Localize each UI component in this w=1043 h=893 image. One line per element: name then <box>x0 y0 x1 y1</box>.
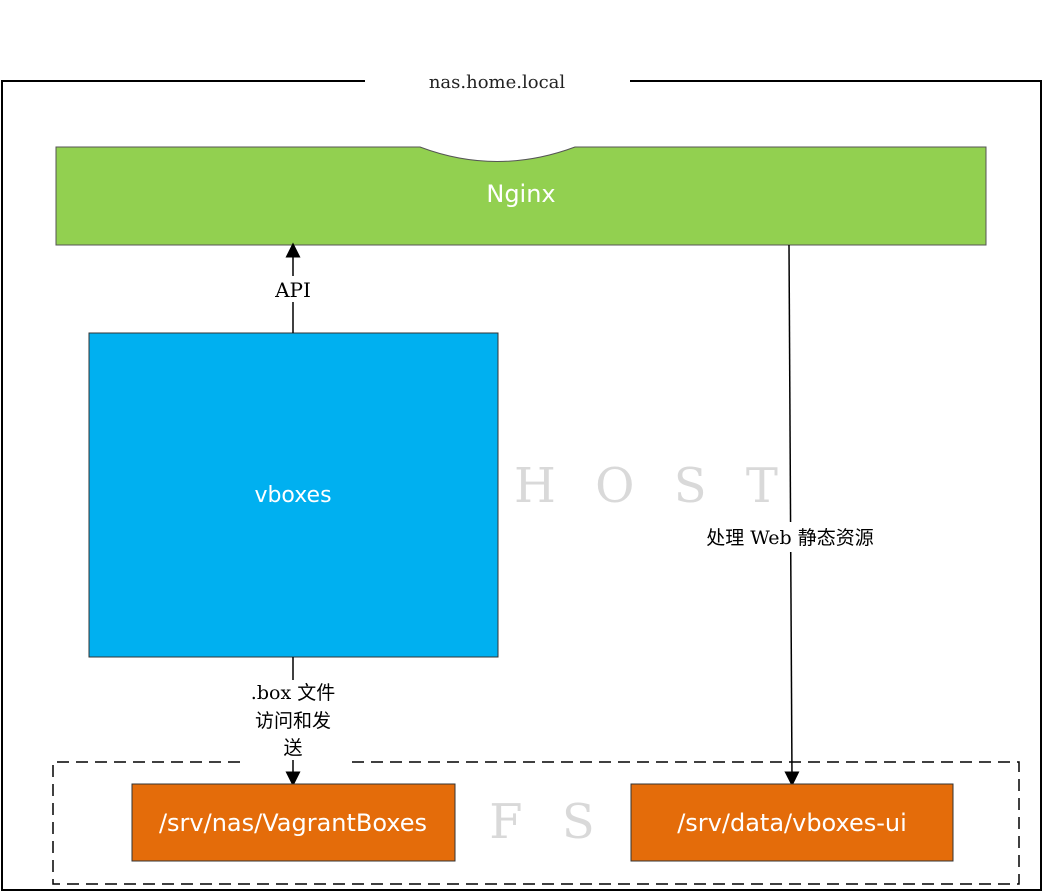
box-label-line2: 访问和发 <box>255 710 331 732</box>
host-frame <box>1 80 1042 891</box>
host-title: nas.home.local <box>429 72 566 93</box>
vboxes-label: vboxes <box>254 483 331 508</box>
vagrant-boxes-label: /srv/nas/VagrantBoxes <box>159 809 427 837</box>
vboxes-box <box>88 332 499 658</box>
box-label-line3: 送 <box>283 737 302 759</box>
static-label: 处理 Web 静态资源 <box>706 527 873 549</box>
nginx-box <box>55 146 987 246</box>
vboxes-ui-dir <box>630 783 954 862</box>
fs-watermark: F S <box>489 794 606 850</box>
nginx-label: Nginx <box>486 180 555 208</box>
box-label-line1: .box 文件 <box>251 682 335 704</box>
vboxes-ui-label: /srv/data/vboxes-ui <box>677 809 907 837</box>
fs-frame <box>52 761 1020 885</box>
api-label: API <box>274 278 311 302</box>
vagrant-boxes-dir <box>131 783 456 862</box>
host-watermark: H O S T <box>514 458 790 514</box>
static-arrow <box>784 244 800 787</box>
